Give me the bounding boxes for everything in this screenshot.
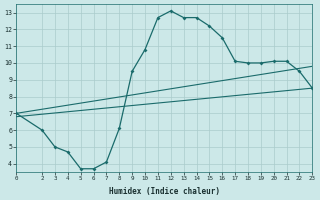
X-axis label: Humidex (Indice chaleur): Humidex (Indice chaleur): [109, 187, 220, 196]
